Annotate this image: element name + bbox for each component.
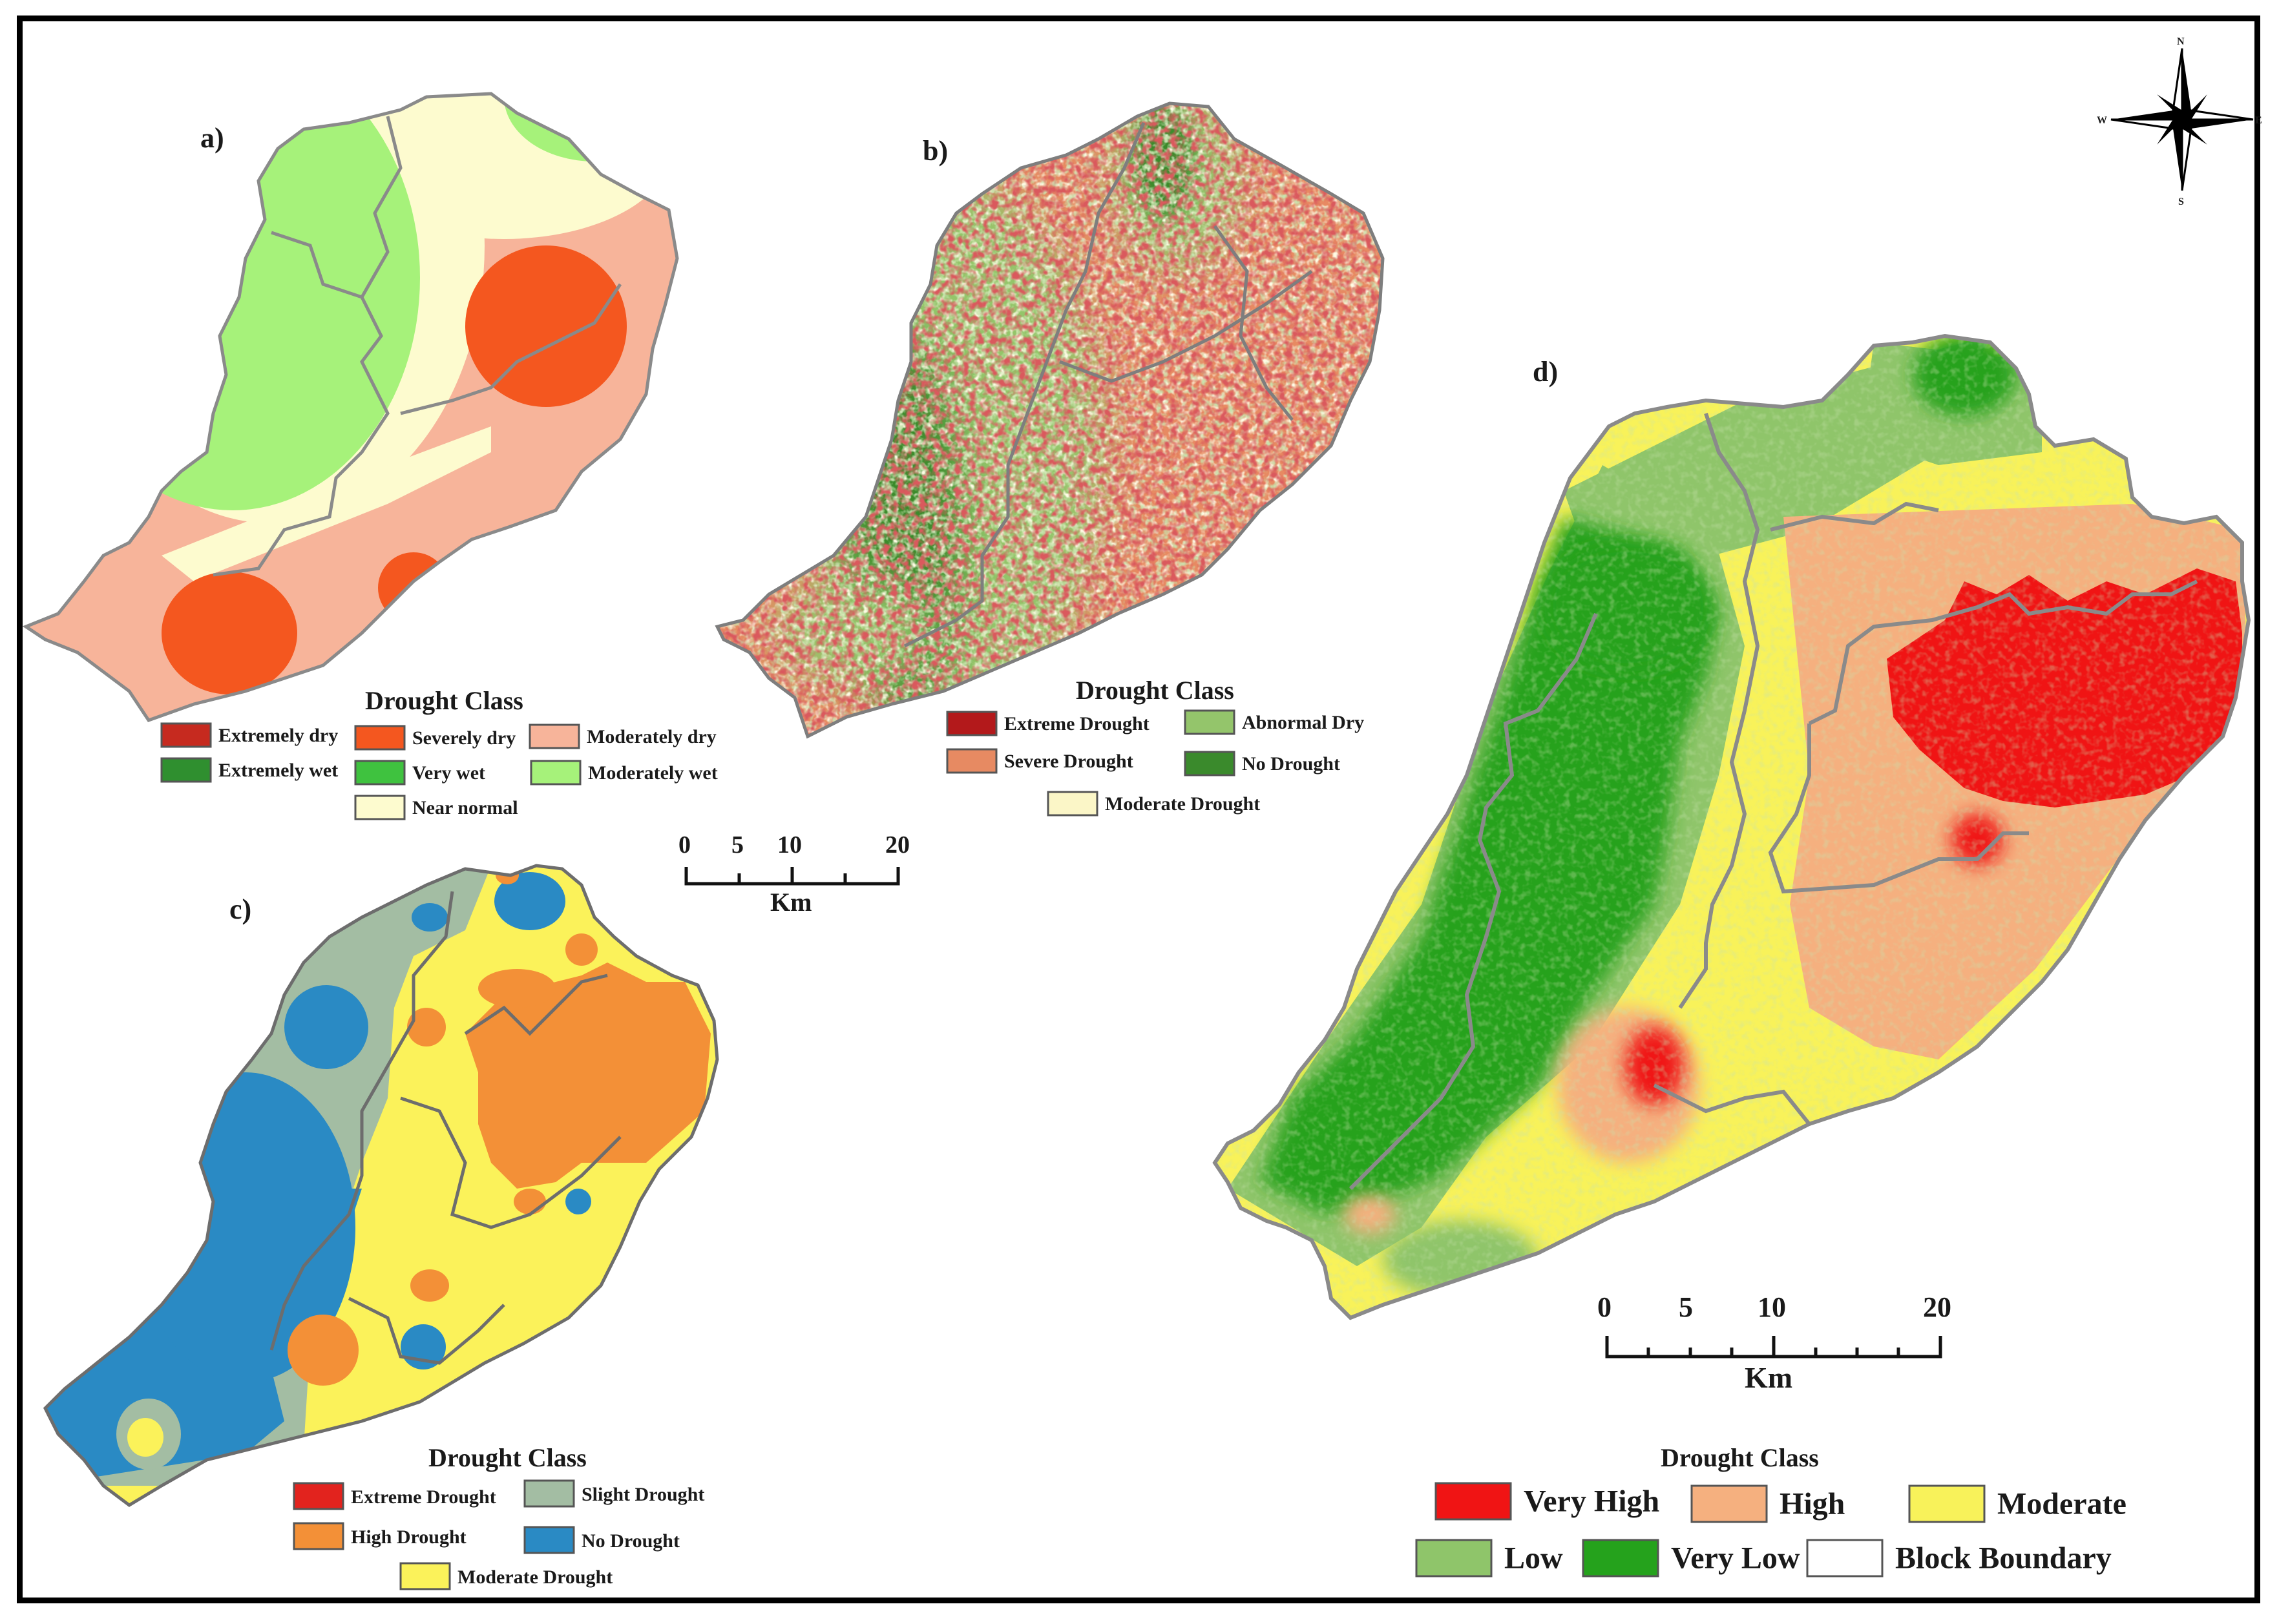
panel-a-legend-swatch-moderately-dry [529, 724, 580, 749]
scale-large-tick-20: 20 [1923, 1291, 1951, 1323]
panel-a-legend-label-very-wet: Very wet [412, 762, 485, 784]
panel-d-legend-label-moderate: Moderate [1997, 1487, 2127, 1521]
scale-small-tick-20: 20 [885, 831, 910, 859]
panel-a-legend-swatch-severely-dry [354, 725, 406, 751]
panel-d-legend-swatch-moderate [1908, 1484, 1986, 1523]
panel-c-legend-title: Drought Class [428, 1443, 587, 1472]
panel-a-legend-swatch-extremely-wet [160, 757, 212, 783]
panel-a-legend-label-severely-dry: Severely dry [412, 727, 516, 749]
scale-large-tick-5: 5 [1679, 1291, 1693, 1323]
panel-b-map [711, 90, 1396, 743]
panel-c-legend-swatch-moderate-drought [399, 1562, 451, 1590]
panel-a-legend-title: Drought Class [365, 686, 523, 715]
panel-b-legend-swatch-no-drought [1184, 751, 1235, 776]
panel-c-legend-label-no-drought: No Drought [582, 1530, 680, 1552]
south-label: S [2178, 196, 2184, 207]
panel-d-legend-swatch-very-high [1434, 1482, 1512, 1521]
panel-b-legend-label-severe-drought: Severe Drought [1004, 751, 1133, 772]
panel-b-label: b) [923, 135, 948, 167]
panel-b-legend-label-abnormal-dry: Abnormal Dry [1242, 712, 1364, 733]
panel-b-legend-label-extreme-drought: Extreme Drought [1004, 713, 1150, 734]
panel-b-legend-swatch-severe-drought [946, 748, 998, 774]
panel-b-legend: Drought Class Extreme Drought Abnormal Dr… [946, 676, 1364, 817]
panel-a-legend: Drought Class Extremely dry Severely dry M… [160, 686, 718, 820]
panel-d-legend-swatch-low [1415, 1539, 1493, 1577]
panel-b-legend-swatch-moderate-drought [1047, 791, 1098, 817]
panel-d-legend-label-very-high: Very High [1524, 1484, 1659, 1519]
panel-a-legend-swatch-very-wet [354, 760, 406, 786]
panel-b-legend-title: Drought Class [1076, 676, 1234, 705]
panel-a-legend-label-moderately-dry: Moderately dry [587, 726, 717, 747]
panel-d-legend-label-high: High [1780, 1487, 1845, 1521]
panel-a-legend-swatch-near-normal [354, 795, 406, 820]
panel-d-legend-swatch-block-boundary [1806, 1539, 1884, 1577]
panel-a-legend-label-moderately-wet: Moderately wet [588, 762, 718, 784]
panel-d-label: d) [1533, 356, 1558, 388]
scale-bar-large: 0 5 10 20 Km [1597, 1291, 1951, 1394]
panel-d-legend-swatch-very-low [1582, 1539, 1659, 1577]
panel-d-legend-label-block-boundary: Block Boundary [1895, 1541, 2112, 1576]
east-label: E [2255, 115, 2262, 126]
panel-d-legend-label-very-low: Very Low [1671, 1541, 1800, 1576]
scale-small-tick-0: 0 [678, 831, 691, 859]
scale-small-tick-10: 10 [777, 831, 802, 859]
panel-c-label: c) [229, 893, 251, 925]
north-arrow-icon: N S E W [2097, 36, 2262, 207]
panel-c-legend: Drought Class Extreme Drought Slight Drou… [293, 1443, 704, 1590]
panel-a-legend-swatch-extremely-dry [160, 722, 212, 748]
panel-c-legend-swatch-high-drought [293, 1522, 344, 1550]
panel-a-legend-swatch-moderately-wet [530, 760, 582, 786]
scale-large-tick-10: 10 [1758, 1291, 1786, 1323]
panel-b-legend-swatch-abnormal-dry [1184, 709, 1235, 735]
panel-c-legend-label-extreme-drought: Extreme Drought [351, 1486, 496, 1508]
north-label: N [2177, 36, 2185, 47]
panel-c-legend-label-high-drought: High Drought [351, 1526, 467, 1548]
panel-c-legend-label-moderate-drought: Moderate Drought [457, 1567, 613, 1588]
panel-b-legend-label-moderate-drought: Moderate Drought [1105, 793, 1260, 815]
panel-a-legend-label-near-normal: Near normal [412, 797, 518, 818]
panel-c-legend-swatch-no-drought [523, 1526, 575, 1554]
panel-b-legend-swatch-extreme-drought [946, 711, 998, 736]
panel-d-legend-swatch-high [1690, 1484, 1768, 1523]
panel-a-map [0, 0, 711, 743]
panel-a-legend-label-extremely-dry: Extremely dry [218, 725, 338, 746]
panel-c-legend-swatch-extreme-drought [293, 1482, 344, 1510]
panel-d-legend: Drought Class Very High High Moderate Low Ve… [1415, 1443, 2127, 1577]
scale-large-unit: Km [1745, 1361, 1792, 1394]
panel-c-legend-swatch-slight-drought [523, 1479, 575, 1508]
west-label: W [2097, 115, 2107, 126]
panel-c-map [26, 853, 737, 1525]
panel-a-label: a) [200, 122, 224, 154]
panel-d-legend-label-low: Low [1504, 1541, 1563, 1576]
scale-small-unit: Km [770, 888, 812, 917]
panel-a-legend-label-extremely-wet: Extremely wet [218, 760, 338, 781]
map-frame [17, 16, 2260, 1603]
scale-large-tick-0: 0 [1597, 1291, 1612, 1323]
panel-d-legend-title: Drought Class [1661, 1443, 1819, 1472]
scale-small-tick-5: 5 [731, 831, 744, 859]
panel-b-legend-label-no-drought: No Drought [1242, 753, 1340, 775]
panel-c-legend-label-slight-drought: Slight Drought [582, 1484, 704, 1505]
panel-d-map [1202, 323, 2262, 1331]
scale-bar-small: 0 5 10 20 Km [678, 831, 910, 917]
